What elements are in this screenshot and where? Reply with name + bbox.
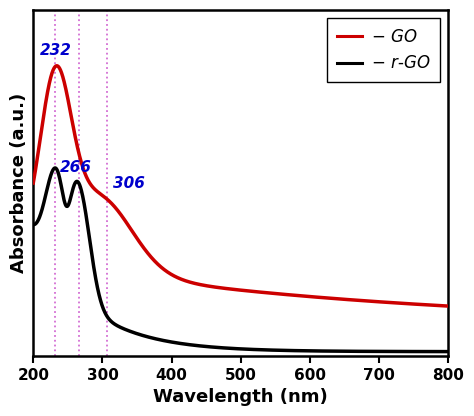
Legend: $\bf{\it{- \ GO}}$, $\bf{\it{- \ r\text{-}GO}}$: $\bf{\it{- \ GO}}$, $\bf{\it{- \ r\text{… [327,18,440,82]
X-axis label: Wavelength (nm): Wavelength (nm) [154,388,328,406]
Y-axis label: Absorbance (a.u.): Absorbance (a.u.) [10,93,27,273]
Text: 266: 266 [60,160,92,175]
Text: 306: 306 [113,176,145,191]
Text: 232: 232 [39,43,72,58]
